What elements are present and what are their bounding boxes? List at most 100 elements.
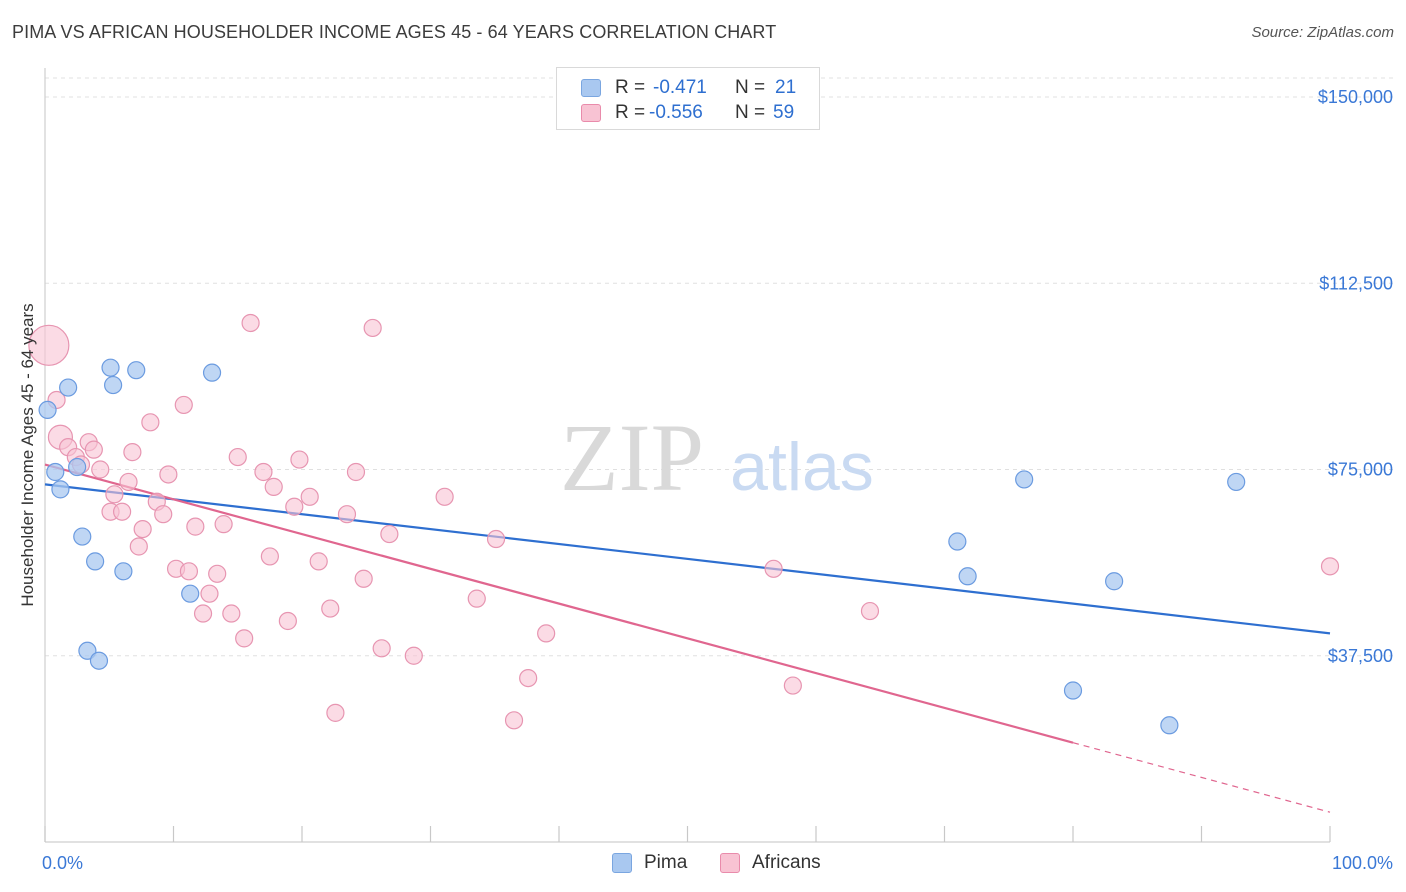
- africans-point: [346, 462, 366, 482]
- pima-point: [127, 361, 146, 380]
- africans-point: [264, 477, 283, 496]
- africans-legend-swatch: [720, 853, 740, 873]
- africans-point: [504, 711, 524, 730]
- africans-point: [783, 676, 802, 695]
- pima-point: [1015, 470, 1034, 489]
- africans-point: [28, 324, 70, 366]
- africans-point: [260, 547, 279, 566]
- pima-point: [73, 527, 92, 546]
- africans-point: [1320, 557, 1340, 576]
- watermark: ZIP atlas: [560, 404, 874, 511]
- africans-point: [285, 497, 304, 516]
- pima-point: [1227, 472, 1246, 492]
- pima-point: [1105, 572, 1124, 591]
- africans-point: [354, 569, 373, 588]
- x-tick-label: 100.0%: [1332, 853, 1393, 873]
- r-label: R =: [615, 77, 646, 98]
- africans-point: [119, 472, 138, 492]
- y-axis-label: Householder Income Ages 45 - 64 years: [18, 303, 37, 607]
- pima-point: [86, 552, 105, 571]
- grid-lines: [45, 77, 1395, 657]
- pima-point: [59, 378, 78, 397]
- pima-point: [202, 363, 222, 382]
- africans-point: [404, 646, 423, 665]
- africans-point: [154, 505, 173, 524]
- africans-point: [363, 318, 382, 338]
- y-tick-label: $37,500: [1328, 646, 1393, 666]
- pima-point: [46, 462, 65, 482]
- africans-point: [228, 447, 247, 467]
- pima-point: [114, 562, 133, 581]
- africans-point: [133, 519, 152, 539]
- africans-swatch: [581, 104, 601, 122]
- n-label: N =: [735, 102, 766, 123]
- watermark-zip: ZIP: [560, 404, 704, 511]
- pima-point: [181, 584, 200, 603]
- africans-point: [84, 440, 103, 459]
- axes: [44, 68, 1331, 843]
- r-value: -0.556: [649, 102, 703, 123]
- africans-point: [326, 703, 345, 722]
- pima-point: [38, 400, 57, 419]
- africans-point: [309, 552, 328, 571]
- africans-point: [214, 515, 233, 534]
- pima-trend-line: [44, 483, 1331, 635]
- africans-point: [372, 639, 391, 658]
- pima-point: [89, 651, 109, 670]
- africans-point: [159, 465, 178, 484]
- africans-point: [467, 589, 486, 608]
- legend-label-pima: Pima: [644, 852, 688, 873]
- africans-point: [186, 517, 205, 536]
- africans-point: [91, 460, 110, 479]
- africans-point: [321, 599, 340, 618]
- pima-point: [51, 480, 70, 499]
- pima-point: [1063, 681, 1083, 700]
- y-tick-label: $150,000: [1318, 87, 1393, 107]
- africans-point: [179, 562, 199, 581]
- africans-trend-extension: [1072, 742, 1331, 813]
- pima-point: [78, 641, 97, 660]
- africans-point: [380, 524, 399, 544]
- watermark-atlas: atlas: [730, 429, 874, 505]
- r-value: -0.471: [653, 77, 707, 98]
- y-tick-label: $112,500: [1319, 273, 1393, 293]
- legend-item-africans: Africans: [720, 852, 821, 874]
- africans-point: [764, 559, 783, 578]
- africans-point: [105, 485, 124, 504]
- n-value: 59: [773, 102, 795, 123]
- stats-legend: R = -0.471 N = 21 R = -0.556 N = 59: [556, 67, 820, 130]
- pima-point: [948, 532, 967, 551]
- pima-swatch: [581, 79, 601, 97]
- africans-point: [222, 604, 241, 623]
- series-legend: Pima Africans: [0, 852, 1406, 876]
- pima-point: [1160, 716, 1179, 735]
- n-label: N =: [735, 77, 766, 98]
- trend-lines: [44, 463, 1331, 813]
- africans-point: [537, 624, 556, 643]
- africans-point: [278, 611, 297, 631]
- africans-point: [241, 313, 260, 333]
- pima-point: [958, 567, 977, 586]
- africans-point: [141, 413, 160, 432]
- africans-point: [300, 487, 319, 506]
- data-points: [28, 313, 1340, 735]
- africans-point: [435, 487, 454, 506]
- tick-labels: $37,500 $75,000 $112,500 $150,000 0.0% 100.0%: [42, 87, 1393, 873]
- r-label: R =: [615, 102, 646, 123]
- chart-title: PIMA VS AFRICAN HOUSEHOLDER INCOME AGES …: [12, 22, 777, 42]
- africans-point: [193, 604, 213, 623]
- africans-point: [208, 564, 227, 583]
- africans-point: [200, 584, 219, 603]
- x-tick-label: 0.0%: [42, 853, 83, 873]
- africans-point: [486, 529, 506, 549]
- legend-item-pima: Pima: [612, 852, 687, 874]
- y-tick-label: $75,000: [1328, 460, 1393, 480]
- source-label: Source: ZipAtlas.com: [1251, 24, 1394, 41]
- africans-point: [519, 668, 538, 688]
- africans-point: [174, 395, 193, 415]
- africans-point: [290, 450, 309, 469]
- africans-point: [129, 537, 148, 556]
- africans-point: [123, 443, 142, 462]
- africans-point: [235, 629, 254, 648]
